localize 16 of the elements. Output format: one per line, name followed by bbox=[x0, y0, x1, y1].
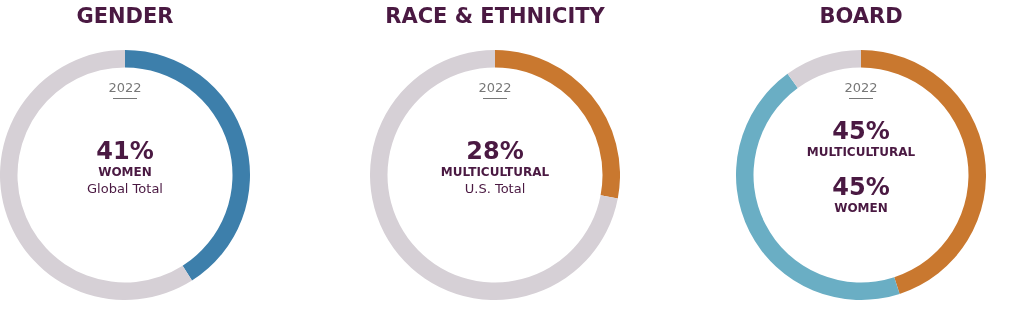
text: 2022 bbox=[844, 80, 878, 95]
text: 2022 bbox=[108, 80, 142, 95]
chart-title: BOARD bbox=[818, 4, 904, 28]
slice-label: WOMEN bbox=[834, 201, 888, 215]
slice-label: WOMEN bbox=[98, 165, 152, 179]
data-label: 45% bbox=[832, 117, 890, 145]
text: U.S. Total bbox=[464, 181, 526, 196]
data-label: 41% bbox=[96, 137, 154, 165]
data-label: 45% bbox=[832, 173, 890, 201]
chart-title: RACE & ETHNICITY bbox=[384, 4, 606, 28]
chart-title: GENDER bbox=[75, 4, 175, 28]
data-label: 28% bbox=[466, 137, 524, 165]
text: 2022 bbox=[478, 80, 512, 95]
slice-label: MULTICULTURAL bbox=[440, 165, 550, 179]
slice-label: MULTICULTURAL bbox=[806, 145, 916, 159]
text: Global Total bbox=[87, 181, 163, 196]
